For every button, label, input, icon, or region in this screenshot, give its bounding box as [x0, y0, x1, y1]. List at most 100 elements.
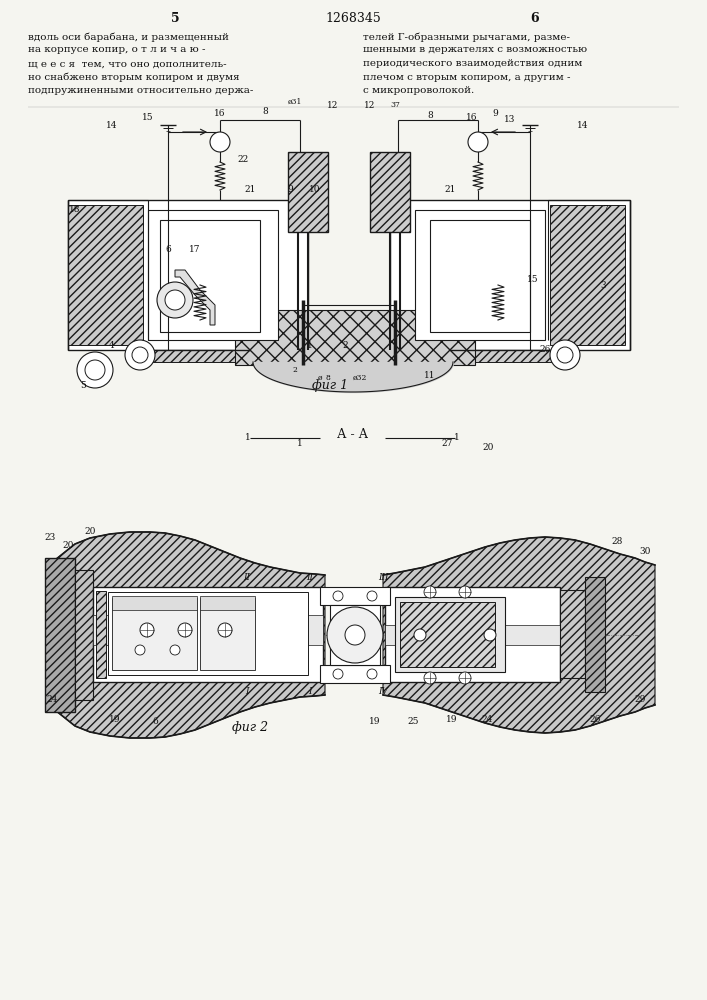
- Bar: [93, 615, 323, 645]
- Circle shape: [414, 629, 426, 641]
- Bar: [585, 577, 605, 692]
- Text: 13: 13: [504, 115, 515, 124]
- Bar: [235, 310, 475, 365]
- Text: 2: 2: [342, 340, 348, 350]
- Text: 25: 25: [407, 718, 419, 726]
- Text: 1: 1: [454, 434, 460, 442]
- Circle shape: [345, 625, 365, 645]
- Bar: [112, 596, 197, 610]
- Text: 14: 14: [577, 120, 589, 129]
- Bar: [108, 592, 308, 675]
- Circle shape: [327, 607, 383, 663]
- Text: 17: 17: [189, 245, 201, 254]
- Text: 16: 16: [466, 112, 478, 121]
- Text: 26: 26: [539, 346, 551, 355]
- Bar: [400, 602, 495, 667]
- Text: 20: 20: [482, 442, 493, 452]
- Bar: [200, 598, 255, 670]
- Circle shape: [218, 623, 232, 637]
- Text: ø31: ø31: [288, 98, 302, 106]
- Text: 14: 14: [106, 120, 118, 129]
- Text: подпружиненными относительно держа-: подпружиненными относительно держа-: [28, 86, 253, 95]
- Text: II: II: [307, 574, 313, 582]
- Bar: [68, 205, 143, 345]
- Text: 11: 11: [424, 370, 436, 379]
- Text: периодического взаимодействия одним: периодического взаимодействия одним: [363, 59, 583, 68]
- Text: 22: 22: [238, 155, 249, 164]
- Text: 21: 21: [245, 186, 256, 194]
- Text: 1: 1: [307, 340, 313, 350]
- Text: 6: 6: [165, 245, 171, 254]
- Bar: [385, 625, 560, 645]
- Circle shape: [170, 645, 180, 655]
- Text: 19: 19: [369, 718, 381, 726]
- Text: 8: 8: [325, 374, 330, 382]
- Circle shape: [459, 586, 471, 598]
- Text: 9: 9: [287, 186, 293, 194]
- Circle shape: [367, 669, 377, 679]
- Circle shape: [333, 591, 343, 601]
- Text: 15: 15: [142, 112, 154, 121]
- Bar: [140, 350, 250, 362]
- Circle shape: [424, 586, 436, 598]
- Circle shape: [367, 591, 377, 601]
- Text: 2: 2: [293, 366, 298, 374]
- Text: телей Г-образными рычагами, разме-: телей Г-образными рычагами, разме-: [363, 32, 570, 41]
- Text: 1: 1: [297, 438, 303, 448]
- Text: 12: 12: [327, 101, 339, 109]
- Text: III: III: [378, 574, 388, 582]
- Bar: [200, 596, 255, 610]
- Bar: [112, 598, 197, 670]
- Bar: [450, 350, 560, 362]
- Text: 1: 1: [245, 434, 251, 442]
- Text: 20: 20: [62, 540, 74, 550]
- Text: 8: 8: [427, 110, 433, 119]
- Circle shape: [459, 672, 471, 684]
- Text: 9: 9: [492, 108, 498, 117]
- Text: 28: 28: [612, 538, 623, 546]
- Text: ø: ø: [317, 374, 322, 382]
- Text: 23: 23: [45, 534, 56, 542]
- Text: 26: 26: [590, 716, 601, 724]
- Text: 16: 16: [214, 108, 226, 117]
- Bar: [395, 597, 505, 672]
- Circle shape: [484, 629, 496, 641]
- Circle shape: [77, 352, 113, 388]
- Text: 27: 27: [441, 438, 452, 448]
- Polygon shape: [383, 537, 655, 733]
- Bar: [288, 152, 328, 232]
- Polygon shape: [175, 270, 215, 325]
- Text: I: I: [245, 688, 249, 696]
- Text: 6: 6: [152, 718, 158, 726]
- Text: 30: 30: [639, 548, 650, 556]
- Text: фиг 2: фиг 2: [232, 722, 268, 734]
- Text: I: I: [308, 688, 312, 696]
- Text: 20: 20: [84, 528, 95, 536]
- Text: 21: 21: [444, 186, 456, 194]
- Circle shape: [132, 347, 148, 363]
- Text: 18: 18: [69, 206, 81, 215]
- Circle shape: [468, 132, 488, 152]
- Circle shape: [85, 360, 105, 380]
- Text: 5: 5: [170, 11, 180, 24]
- Text: 10: 10: [309, 186, 321, 194]
- Circle shape: [157, 282, 193, 318]
- Text: 19: 19: [446, 716, 457, 724]
- Bar: [45, 558, 75, 712]
- Bar: [93, 587, 323, 682]
- Circle shape: [557, 347, 573, 363]
- Text: 5: 5: [80, 380, 86, 389]
- Bar: [390, 200, 630, 350]
- Text: вдоль оси барабана, и размещенный: вдоль оси барабана, и размещенный: [28, 32, 229, 41]
- Bar: [560, 590, 585, 678]
- Circle shape: [424, 672, 436, 684]
- Bar: [320, 587, 390, 605]
- Bar: [320, 665, 390, 683]
- Text: 1268345: 1268345: [325, 11, 381, 24]
- Text: ø32: ø32: [353, 374, 367, 382]
- Circle shape: [178, 623, 192, 637]
- Circle shape: [135, 645, 145, 655]
- Text: 24: 24: [47, 696, 58, 704]
- Bar: [75, 570, 93, 700]
- Text: IV: IV: [378, 688, 388, 696]
